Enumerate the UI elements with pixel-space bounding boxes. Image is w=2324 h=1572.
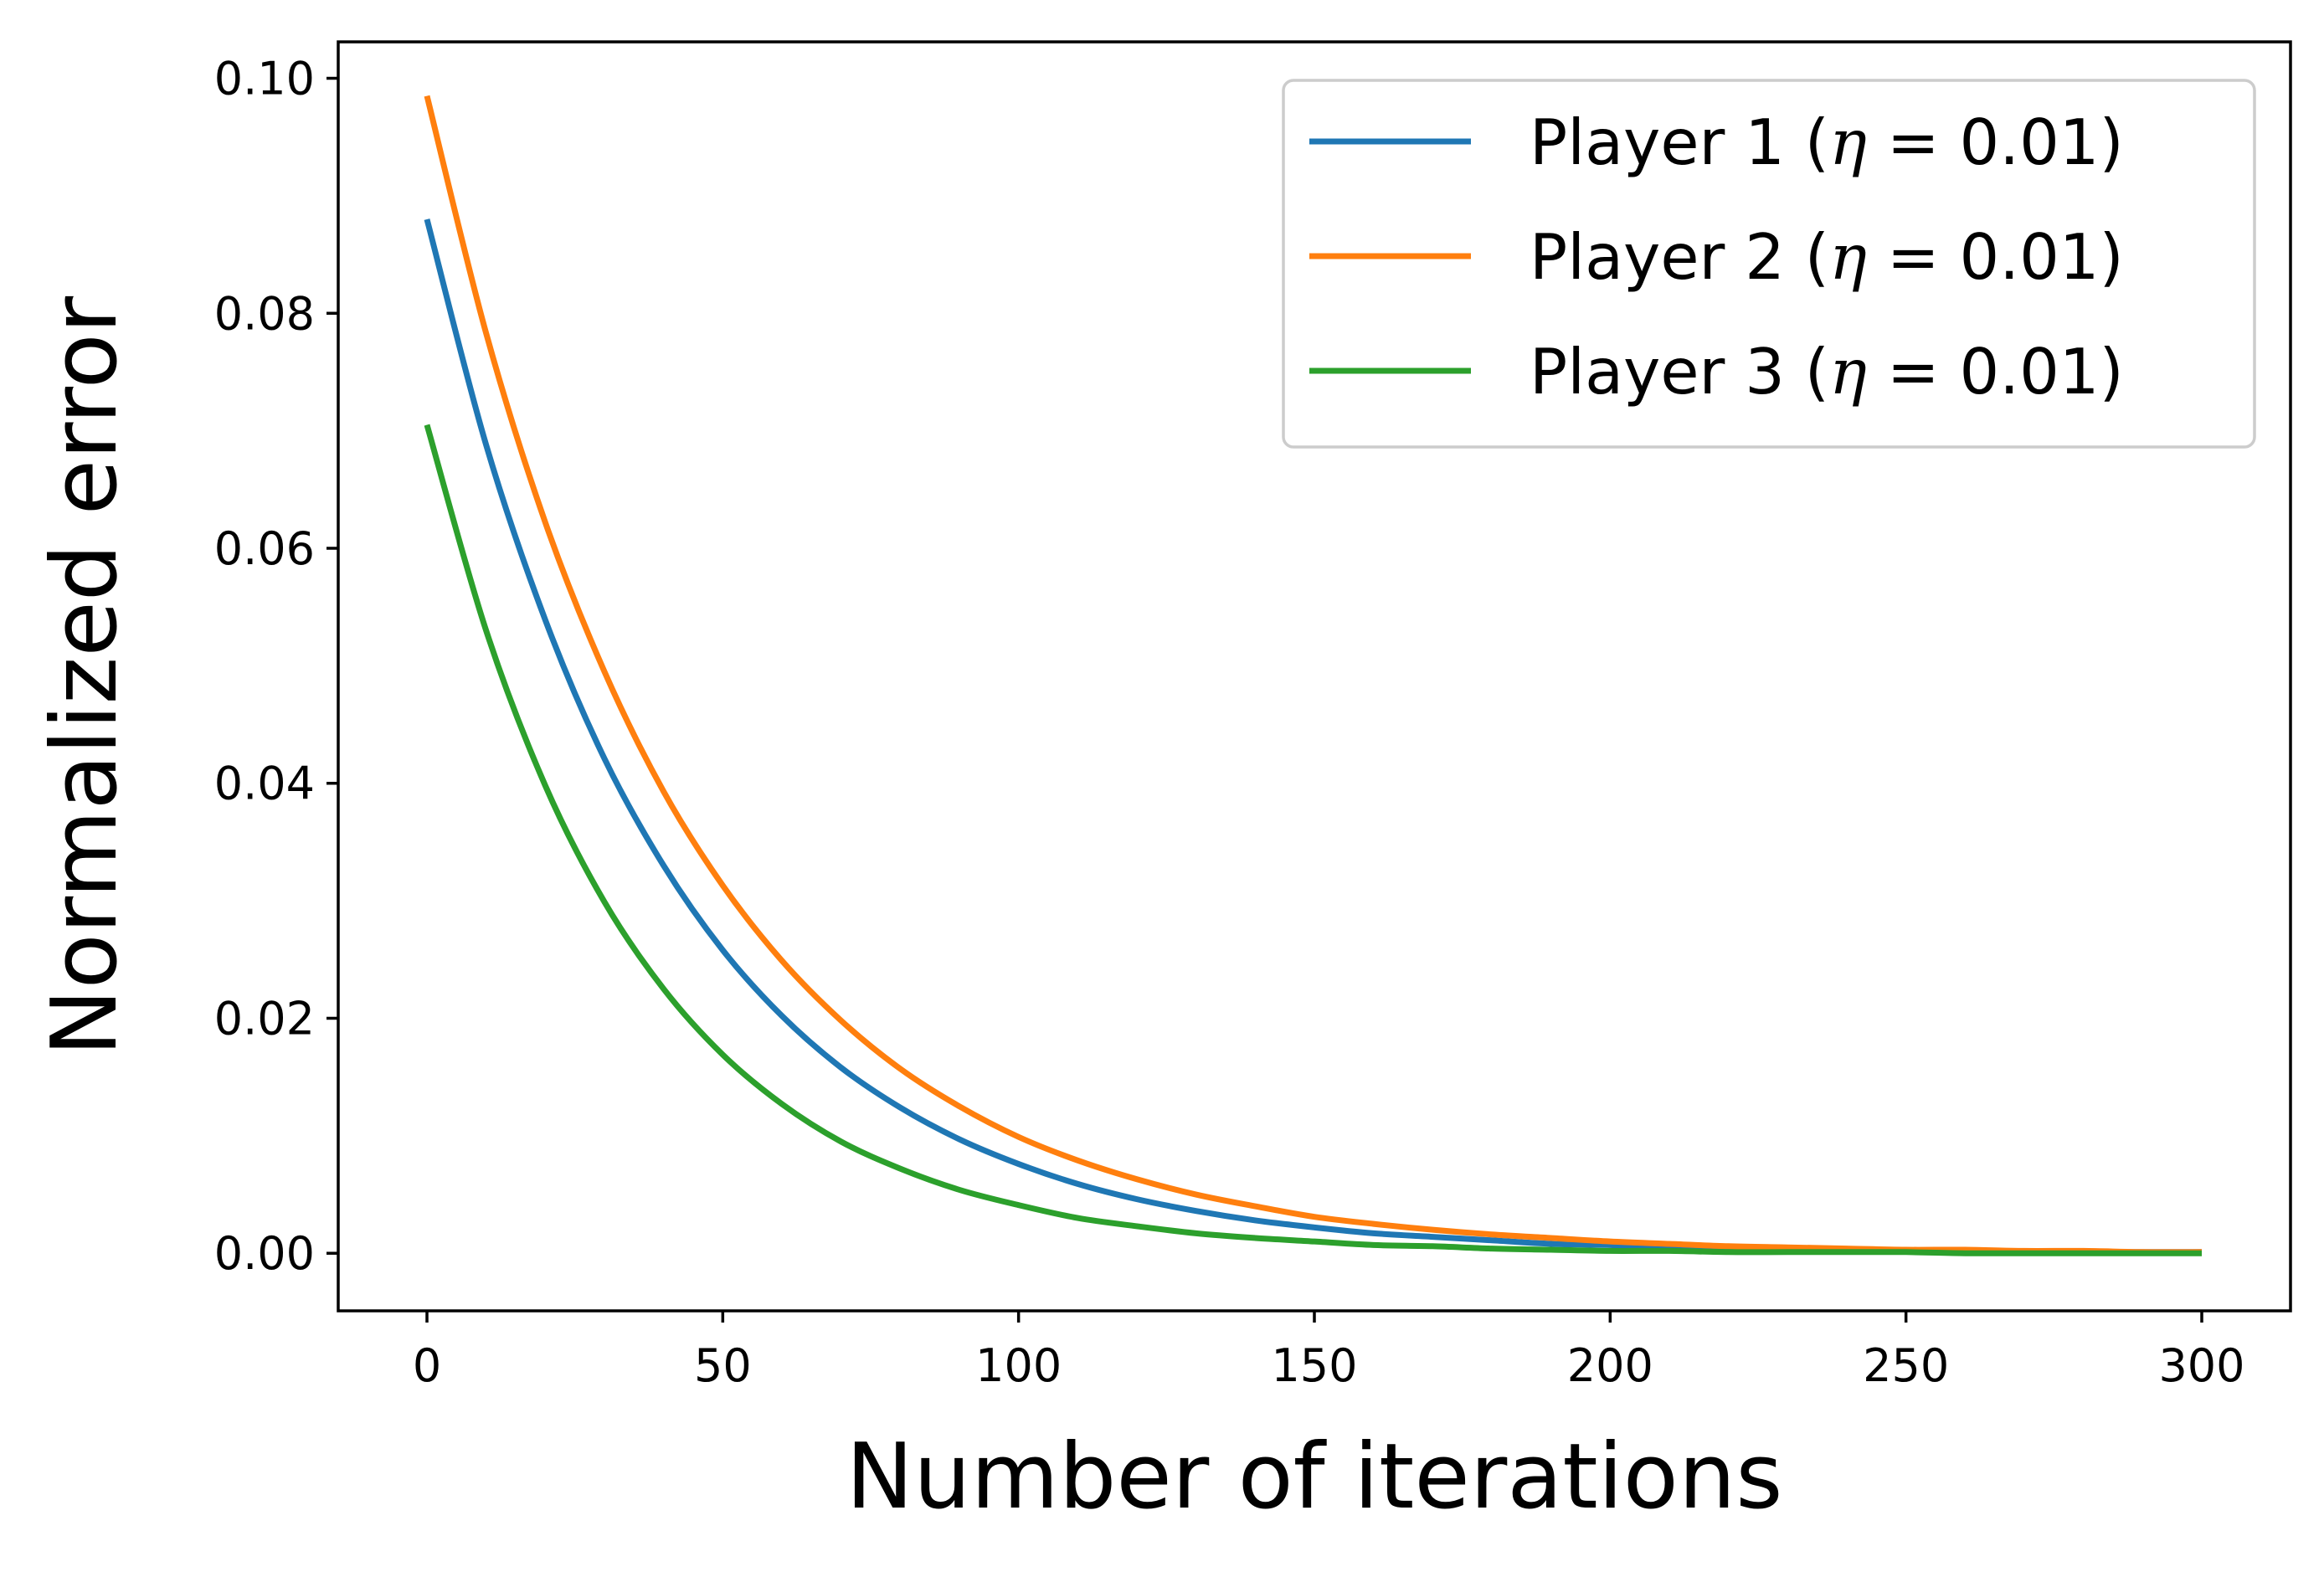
legend-label-player-2: Player 2 (η = 0.01)	[1530, 220, 2124, 294]
legend: Player 1 (η = 0.01)Player 2 (η = 0.01)Pl…	[1282, 79, 2256, 449]
x-tick-label: 250	[1863, 1339, 1949, 1392]
legend-entries: Player 1 (η = 0.01)Player 2 (η = 0.01)Pl…	[1309, 105, 2124, 408]
x-tick-label: 0	[413, 1339, 441, 1392]
legend-label-eta: η	[1829, 105, 1867, 179]
y-tick-label: 0.08	[214, 287, 315, 340]
y-tick-label: 0.06	[214, 522, 315, 575]
legend-box	[1282, 79, 2256, 449]
y-tick-label: 0.02	[214, 992, 315, 1045]
legend-label-text: Player 3 (	[1530, 335, 1829, 408]
legend-label-text: Player 2 (	[1530, 220, 1829, 294]
y-tick-label: 0.00	[214, 1227, 315, 1280]
legend-label-player-1: Player 1 (η = 0.01)	[1530, 105, 2124, 179]
y-axis-ticks: 0.00 0.02 0.04 0.06 0.08 0.10	[214, 53, 338, 1280]
series-line-player-3	[424, 424, 2202, 1256]
legend-label-rest: = 0.01)	[1867, 335, 2124, 408]
x-tick-label: 100	[975, 1339, 1062, 1392]
legend-label-eta: η	[1829, 220, 1867, 294]
y-tick-label: 0.10	[214, 53, 315, 105]
legend-label-rest: = 0.01)	[1867, 220, 2124, 294]
legend-label-text: Player 1 (	[1530, 105, 1829, 179]
x-tick-label: 300	[2158, 1339, 2244, 1392]
x-axis-label: Number of iterations	[846, 1425, 1782, 1529]
legend-label-rest: = 0.01)	[1867, 105, 2124, 179]
x-tick-label: 150	[1271, 1339, 1357, 1392]
legend-label-player-3: Player 3 (η = 0.01)	[1530, 335, 2124, 408]
y-tick-label: 0.04	[214, 758, 315, 810]
x-tick-label: 50	[694, 1339, 752, 1392]
series-lines	[424, 95, 2203, 1256]
y-axis-label: Normalized error	[33, 295, 137, 1056]
legend-label-eta: η	[1829, 335, 1867, 408]
x-tick-label: 200	[1567, 1339, 1653, 1392]
x-axis-ticks: 0 50 100 150 200 250 300	[413, 1311, 2245, 1392]
